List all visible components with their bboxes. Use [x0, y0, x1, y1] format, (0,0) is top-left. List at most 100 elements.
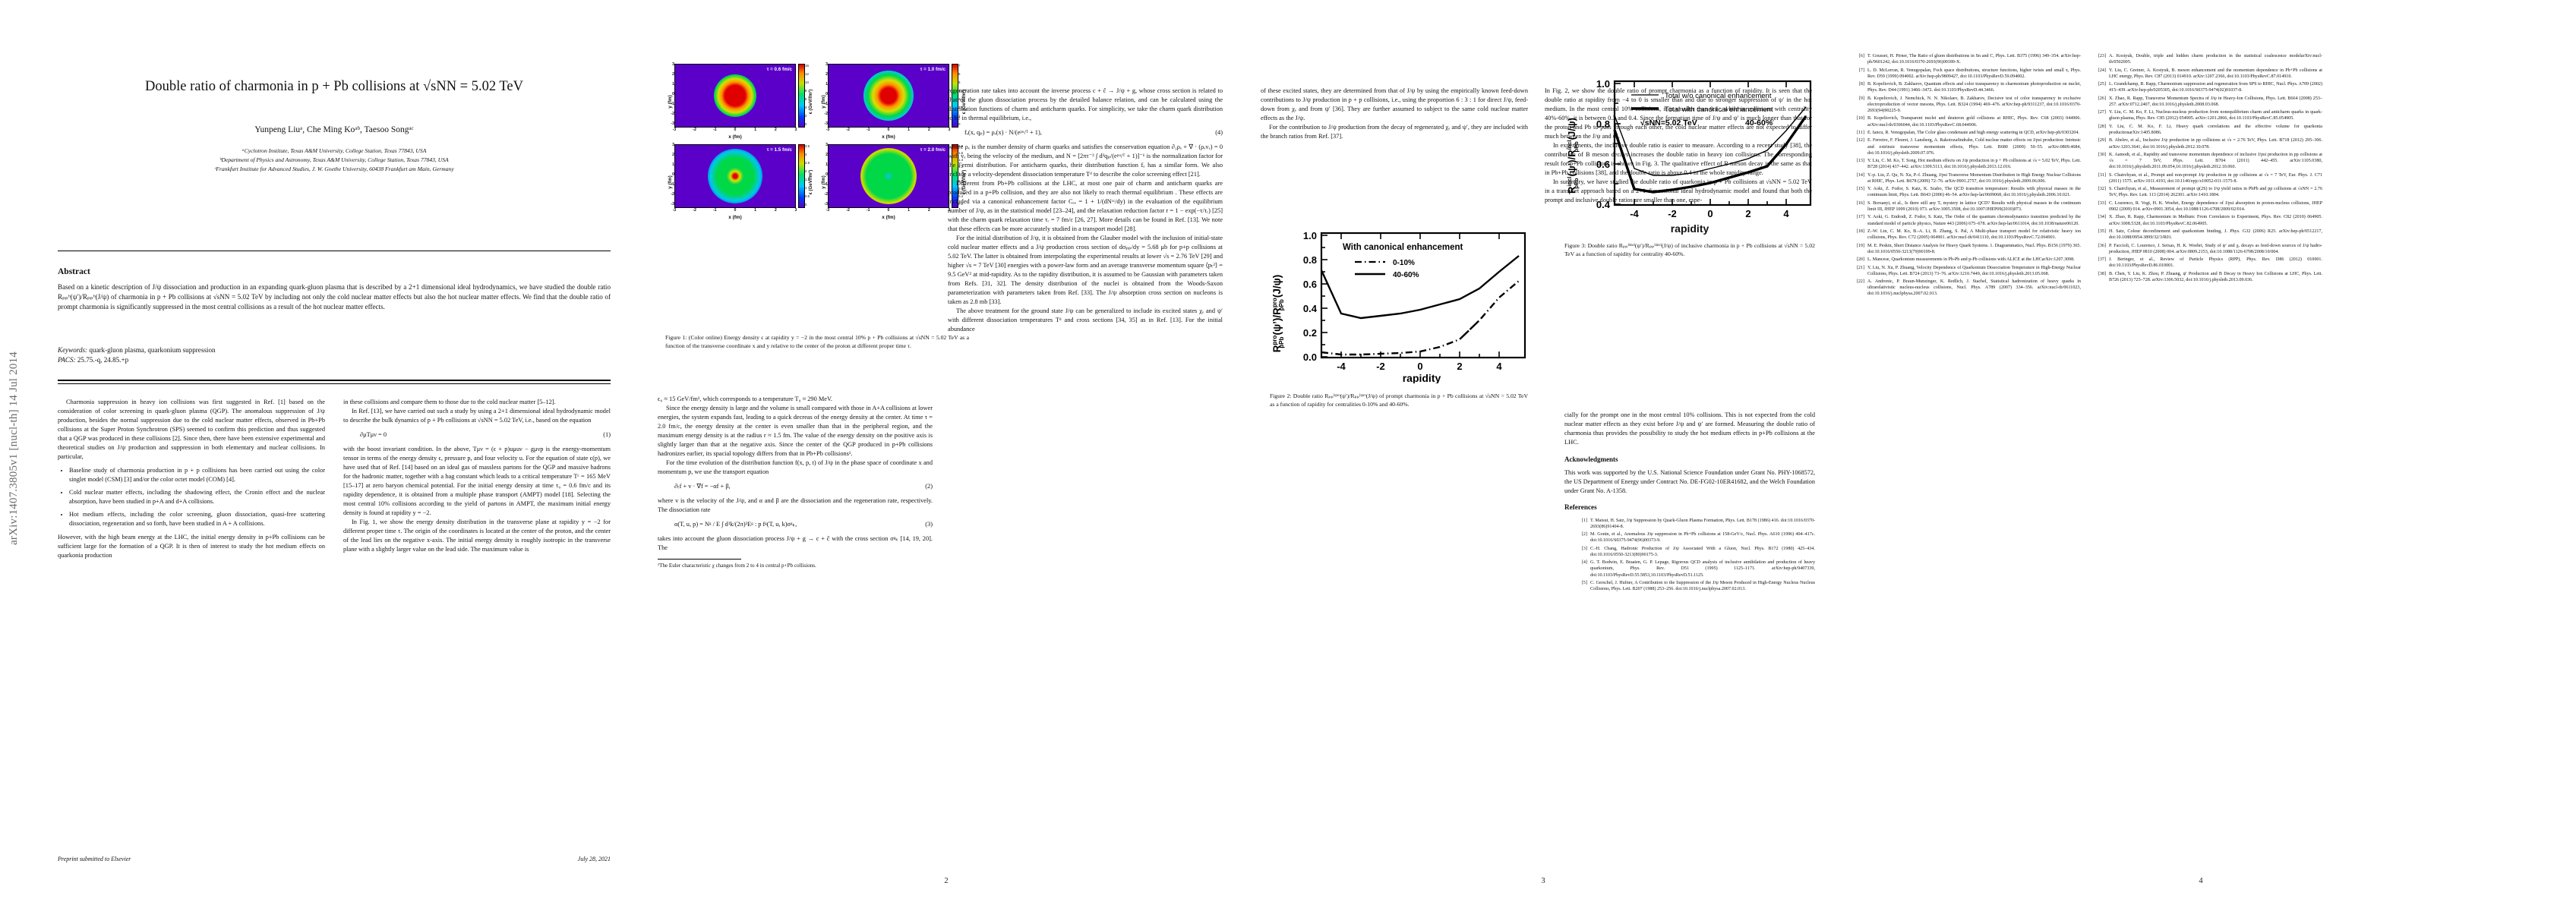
- heatmap-tau-label: τ = 1.0 fm/c: [920, 67, 945, 72]
- author-list: Yunpeng Liuᵃ, Che Ming Koᵃᵇ, Taesoo Song…: [254, 125, 414, 134]
- paragraph: ϵ₀ ≈ 15 GeV/fm³, which corresponds to a …: [658, 396, 833, 402]
- reference-item: [4] G. T. Bodwin, E. Braaten, G. P. Lepag…: [1581, 560, 1815, 578]
- arxiv-identifier-spine: arXiv:1407.3805v1 [nucl-th] 14 Jul 2014: [3, 285, 24, 611]
- reference-item: [25] L. Grandchamp, R. Rapp, Charmonium s…: [2098, 82, 2322, 93]
- svg-text:2: 2: [1745, 208, 1750, 219]
- page1-column-right: in these collisions and compare them to …: [343, 398, 611, 554]
- heatmap-colorbar-label: ϵ (GeV/fm³): [808, 89, 814, 115]
- heatmap-colorbar: [798, 144, 805, 208]
- equation-1: ∂μTμν = 0 (1): [343, 430, 611, 440]
- paragraph: In Fig. 1, we show the energy density di…: [343, 519, 611, 553]
- paragraph: However, with the high beam energy at th…: [58, 534, 325, 559]
- reference-item: [1] T. Matsui, H. Satz, J/ψ Suppression b…: [1581, 518, 1815, 529]
- figure-2-y-ticks: 1.0 0.8 0.6 0.4 0.2 0.0: [1303, 230, 1318, 363]
- heatmap-tau-label: τ = 0.6 fm/c: [766, 67, 792, 72]
- figure-2-legend-0-10: 0-10%: [1393, 259, 1415, 267]
- page-number: 2: [944, 877, 949, 885]
- figure-2: RpropPb(ψ’)/RpropPb(J/ψ) 1.0 0.8 0.6 0.4…: [1270, 224, 1528, 409]
- affiliation-a: ᵃCyclotron Institute, Texas A&M Universi…: [242, 147, 427, 154]
- paragraph: In experiments, the inclusive double rat…: [1545, 142, 1812, 176]
- figure-3-plot: RinclpPb(ψ’)/RinclpPb(J/ψ) 1.0 0.8 0.6 0…: [1566, 78, 1812, 219]
- heatmap-colorbar-ticks: 3.5 3 2.5 2 1.5 1 0.5 0: [805, 144, 810, 206]
- page-title: Double ratio of charmonia in p + Pb coll…: [145, 79, 523, 94]
- pacs-value: 25.75.-q, 24.85.+p: [77, 355, 129, 364]
- reference-item: [24] Y. Liu, C. Greiner, A. Kostyuk, B. m…: [2098, 68, 2322, 79]
- heatmap-colorbar: [952, 144, 958, 208]
- svg-text:2: 2: [1457, 361, 1462, 372]
- page3-column-right: In Fig. 2, we show the double ratio of p…: [1545, 87, 1812, 205]
- heatmap-colorbar: [952, 64, 958, 128]
- heatmap-plot-area: τ = 2.0 fm/c: [828, 144, 949, 208]
- arxiv-identifier-text: arXiv:1407.3805v1 [nucl-th] 14 Jul 2014: [7, 351, 20, 545]
- preprint-footer: Preprint submitted to Elsevier: [58, 856, 131, 862]
- paragraph: where ρₑ is the number density of charm …: [948, 143, 1223, 178]
- figure-3-series-with-canonical: [1613, 115, 1807, 194]
- reference-item: [38] B. Chen, Y. Liu, K. Zhou, P. Zhuang,…: [2098, 271, 2322, 282]
- paragraph: cially for the prompt one in the most ce…: [1564, 411, 1815, 446]
- paragraph: In Fig. 2, we show the double ratio of p…: [1545, 87, 1812, 140]
- equation-number: (4): [1215, 129, 1223, 136]
- equation-body: fₑ(x, qₚ) = ρₑ(x) · N/(eᵖᵘ/ᵀ + 1),: [964, 129, 1042, 136]
- heatmap-x-label: x (fm): [728, 215, 742, 220]
- figure-2-plot: RpropPb(ψ’)/RpropPb(J/ψ) 1.0 0.8 0.6 0.4…: [1271, 230, 1526, 383]
- equation-number: (3): [925, 521, 933, 528]
- paragraph: For the time evolution of the distributi…: [658, 459, 933, 475]
- equation-body: ∂ₜf + v · ∇f = −αf + β,: [674, 483, 731, 490]
- reference-item: [27] Y. Liu, C. M. Ko, F. Li, Nucleus-nuc…: [2098, 110, 2322, 121]
- paragraph: Since the energy density is large and th…: [658, 405, 933, 457]
- heatmap-plot-area: τ = 1.5 fm/c: [674, 144, 796, 208]
- reference-item: [33] C. Lourenco, R. Vogt, H. K. Woehri, …: [2098, 200, 2322, 212]
- list-item: Baseline study of charmonia production i…: [69, 466, 325, 484]
- reference-item: [16] S. Borsanyi, et al., Is there still …: [1856, 200, 2081, 212]
- reference-item: [30] K. Aamodt, et al., Rapidity and tran…: [2098, 153, 2322, 170]
- affiliation-c: ᶜFrankfurt Institute for Advanced Studie…: [214, 165, 454, 172]
- reference-item: [29] B. Abelev, et al., Inclusive J/ψ pro…: [2098, 138, 2322, 150]
- reference-item: [11] E. Iancu, R. Venugopalan, The Color …: [1857, 130, 2079, 135]
- svg-text:0: 0: [1417, 361, 1422, 372]
- heatmap-plot-area: τ = 0.6 fm/c: [674, 64, 796, 128]
- equation-3: α(T, u, p) = Nᵍ / E ∫ d³k/(2π)³Eᵍ : p fᵍ…: [658, 520, 933, 529]
- figure-3-annotation-centrality: 40-60%: [1745, 118, 1773, 128]
- heatmap-x-label: x (fm): [882, 134, 895, 140]
- page-number: 4: [2199, 877, 2203, 885]
- reference-item: [28] Y. Liu, C. M. Ko, F. Li, Heavy quark…: [2098, 124, 2322, 135]
- svg-text:4: 4: [1783, 208, 1789, 219]
- paragraph: In Ref. [13], we have carried out such a…: [343, 408, 611, 424]
- svg-text:0.6: 0.6: [1303, 279, 1317, 290]
- reference-item: [6] T. Gousset, H. Pirner, The Ratio of g…: [1858, 54, 2081, 65]
- heatmap-colorbar-ticks: 1.8 1.6 1.4 1.2 1 0.8 0.6 0.4 0.2: [958, 144, 964, 206]
- svg-text:4: 4: [1496, 361, 1502, 372]
- heatmap-plot-area: τ = 1.0 fm/c: [828, 64, 949, 128]
- paragraph: with the boost invariant condition. In t…: [343, 446, 611, 516]
- heatmap-tau-label: τ = 2.0 fm/c: [920, 147, 945, 153]
- paragraph: Charmonia suppression in heavy ion colli…: [58, 399, 325, 460]
- divider-abstract-2: [58, 383, 611, 384]
- figure-3-y-axis-label: RinclpPb(ψ’)/RinclpPb(J/ψ): [1566, 118, 1580, 194]
- svg-text:0.8: 0.8: [1303, 254, 1317, 266]
- reference-item: [8] B. Kopeliovich, B. Zakharov, Quantum …: [1858, 82, 2081, 93]
- figure-3-y-ticks: 1.0 0.8 0.6 0.4: [1596, 78, 1611, 210]
- figure-2-series-40-60: [1320, 255, 1520, 320]
- page-number: 3: [1541, 877, 1545, 885]
- figure-2-x-axis-label: rapidity: [1403, 372, 1441, 383]
- figure-3-legend-wo: Total w/o canonical enhancement: [1665, 92, 1772, 100]
- reference-item: [19] M. E. Peskin, Short Distance Analysi…: [1856, 243, 2081, 254]
- reference-item: [34] X. Zhao, R. Rapp, Charmonium in Medi…: [2098, 215, 2322, 226]
- heatmap-x-label: x (fm): [728, 134, 742, 140]
- figure-1-caption: Figure 1: (Color online) Energy density …: [665, 334, 969, 349]
- reference-item: [18] Z.-W. Lin, C. M. Ko, B.-A. Li, B. Zh…: [1856, 229, 2081, 241]
- figure-3-annotation-energy: √sNN=5.02 TeV: [1640, 118, 1697, 128]
- equation-body: α(T, u, p) = Nᵍ / E ∫ d³k/(2π)³Eᵍ : p fᵍ…: [674, 521, 797, 528]
- keywords-value: quark-gluon plasma, quarkonium suppressi…: [89, 346, 216, 354]
- list-item: Cold nuclear matter effects, including t…: [69, 488, 325, 506]
- date-footer: July 28, 2021: [577, 856, 611, 862]
- reference-item: [32] S. Chatrchyan, et al., Measurement o…: [2098, 187, 2322, 198]
- paragraph: In summary, we have studied the double r…: [1545, 178, 1812, 203]
